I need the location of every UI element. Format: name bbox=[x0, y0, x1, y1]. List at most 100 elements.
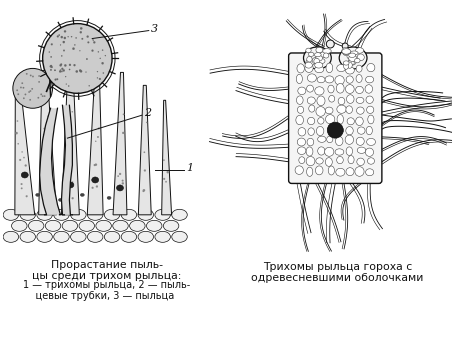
Circle shape bbox=[122, 180, 124, 182]
Ellipse shape bbox=[54, 209, 69, 220]
Ellipse shape bbox=[336, 83, 344, 93]
Circle shape bbox=[13, 68, 53, 108]
Ellipse shape bbox=[315, 62, 323, 68]
Ellipse shape bbox=[297, 138, 306, 146]
Circle shape bbox=[95, 141, 96, 142]
Ellipse shape bbox=[29, 220, 44, 231]
Circle shape bbox=[24, 94, 26, 95]
Polygon shape bbox=[162, 100, 172, 215]
Circle shape bbox=[97, 136, 99, 138]
Ellipse shape bbox=[79, 220, 95, 231]
Ellipse shape bbox=[366, 96, 373, 103]
Circle shape bbox=[103, 72, 104, 74]
Circle shape bbox=[80, 31, 82, 33]
Circle shape bbox=[63, 50, 65, 51]
Ellipse shape bbox=[104, 209, 120, 220]
Circle shape bbox=[56, 78, 58, 80]
Ellipse shape bbox=[3, 231, 19, 242]
Ellipse shape bbox=[155, 231, 170, 242]
Circle shape bbox=[57, 35, 59, 37]
Circle shape bbox=[87, 36, 89, 38]
Ellipse shape bbox=[348, 156, 354, 164]
Ellipse shape bbox=[326, 63, 333, 73]
Ellipse shape bbox=[366, 148, 374, 156]
Circle shape bbox=[74, 44, 76, 46]
Ellipse shape bbox=[318, 136, 326, 142]
Circle shape bbox=[92, 187, 94, 189]
Ellipse shape bbox=[324, 147, 334, 156]
Circle shape bbox=[72, 197, 74, 199]
Polygon shape bbox=[87, 65, 103, 215]
Circle shape bbox=[48, 135, 50, 136]
Ellipse shape bbox=[3, 209, 19, 220]
Ellipse shape bbox=[356, 137, 364, 145]
Circle shape bbox=[60, 64, 62, 65]
Ellipse shape bbox=[309, 105, 315, 112]
Ellipse shape bbox=[116, 185, 124, 191]
Ellipse shape bbox=[20, 209, 35, 220]
Ellipse shape bbox=[347, 118, 354, 125]
Ellipse shape bbox=[297, 64, 304, 73]
Ellipse shape bbox=[349, 55, 357, 62]
Ellipse shape bbox=[366, 126, 372, 135]
Circle shape bbox=[58, 34, 60, 36]
Circle shape bbox=[72, 80, 73, 82]
Circle shape bbox=[100, 58, 101, 59]
Circle shape bbox=[123, 114, 125, 115]
Ellipse shape bbox=[346, 67, 354, 74]
Ellipse shape bbox=[316, 158, 323, 164]
Ellipse shape bbox=[307, 167, 313, 176]
Ellipse shape bbox=[357, 107, 364, 114]
Circle shape bbox=[43, 140, 45, 142]
Circle shape bbox=[326, 40, 334, 48]
Ellipse shape bbox=[80, 193, 84, 197]
Ellipse shape bbox=[328, 124, 335, 134]
Circle shape bbox=[49, 51, 50, 53]
Ellipse shape bbox=[316, 126, 324, 136]
Circle shape bbox=[76, 70, 78, 73]
Circle shape bbox=[167, 171, 169, 173]
Circle shape bbox=[122, 132, 124, 134]
Ellipse shape bbox=[328, 85, 334, 93]
Ellipse shape bbox=[92, 177, 99, 183]
Circle shape bbox=[144, 152, 145, 153]
Circle shape bbox=[29, 90, 31, 92]
Circle shape bbox=[39, 81, 40, 83]
Circle shape bbox=[72, 48, 75, 50]
Circle shape bbox=[93, 41, 96, 44]
Circle shape bbox=[51, 66, 53, 68]
Circle shape bbox=[67, 151, 70, 154]
Ellipse shape bbox=[306, 59, 314, 66]
Ellipse shape bbox=[325, 76, 334, 83]
Circle shape bbox=[29, 91, 30, 93]
Ellipse shape bbox=[308, 52, 314, 56]
Ellipse shape bbox=[357, 158, 364, 166]
Text: 1: 1 bbox=[187, 163, 193, 173]
Ellipse shape bbox=[304, 47, 331, 69]
Ellipse shape bbox=[107, 197, 111, 199]
Circle shape bbox=[24, 165, 27, 167]
Circle shape bbox=[146, 122, 147, 123]
Ellipse shape bbox=[357, 127, 365, 134]
Circle shape bbox=[79, 50, 80, 51]
Circle shape bbox=[163, 159, 164, 161]
Ellipse shape bbox=[315, 166, 323, 175]
Ellipse shape bbox=[12, 220, 27, 231]
Ellipse shape bbox=[121, 231, 137, 242]
Ellipse shape bbox=[365, 85, 372, 93]
Circle shape bbox=[69, 64, 71, 66]
Circle shape bbox=[61, 36, 63, 38]
Ellipse shape bbox=[320, 52, 328, 57]
Ellipse shape bbox=[337, 65, 346, 72]
Ellipse shape bbox=[346, 76, 353, 83]
Ellipse shape bbox=[58, 198, 63, 201]
Circle shape bbox=[48, 97, 49, 99]
Ellipse shape bbox=[357, 54, 364, 61]
Ellipse shape bbox=[298, 147, 306, 154]
Circle shape bbox=[144, 169, 146, 171]
Circle shape bbox=[68, 124, 70, 125]
Ellipse shape bbox=[346, 126, 353, 135]
Circle shape bbox=[50, 56, 52, 58]
Circle shape bbox=[49, 196, 51, 198]
Ellipse shape bbox=[54, 231, 69, 242]
